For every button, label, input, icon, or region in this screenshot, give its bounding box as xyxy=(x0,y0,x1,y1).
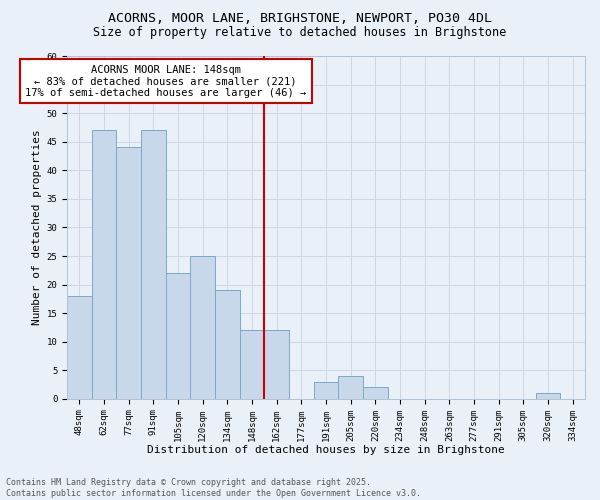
Bar xyxy=(265,330,289,399)
Bar xyxy=(215,290,240,399)
Text: Contains HM Land Registry data © Crown copyright and database right 2025.
Contai: Contains HM Land Registry data © Crown c… xyxy=(6,478,421,498)
Bar xyxy=(141,130,166,399)
Bar xyxy=(536,393,560,399)
Bar xyxy=(314,382,338,399)
Y-axis label: Number of detached properties: Number of detached properties xyxy=(32,130,43,326)
Bar xyxy=(240,330,265,399)
Bar xyxy=(67,296,92,399)
Bar xyxy=(338,376,363,399)
Text: Size of property relative to detached houses in Brighstone: Size of property relative to detached ho… xyxy=(94,26,506,39)
X-axis label: Distribution of detached houses by size in Brighstone: Distribution of detached houses by size … xyxy=(147,445,505,455)
Bar xyxy=(166,273,190,399)
Bar xyxy=(92,130,116,399)
Text: ACORNS, MOOR LANE, BRIGHSTONE, NEWPORT, PO30 4DL: ACORNS, MOOR LANE, BRIGHSTONE, NEWPORT, … xyxy=(108,12,492,26)
Text: ACORNS MOOR LANE: 148sqm
← 83% of detached houses are smaller (221)
17% of semi-: ACORNS MOOR LANE: 148sqm ← 83% of detach… xyxy=(25,64,307,98)
Bar xyxy=(116,148,141,399)
Bar xyxy=(190,256,215,399)
Bar xyxy=(363,388,388,399)
